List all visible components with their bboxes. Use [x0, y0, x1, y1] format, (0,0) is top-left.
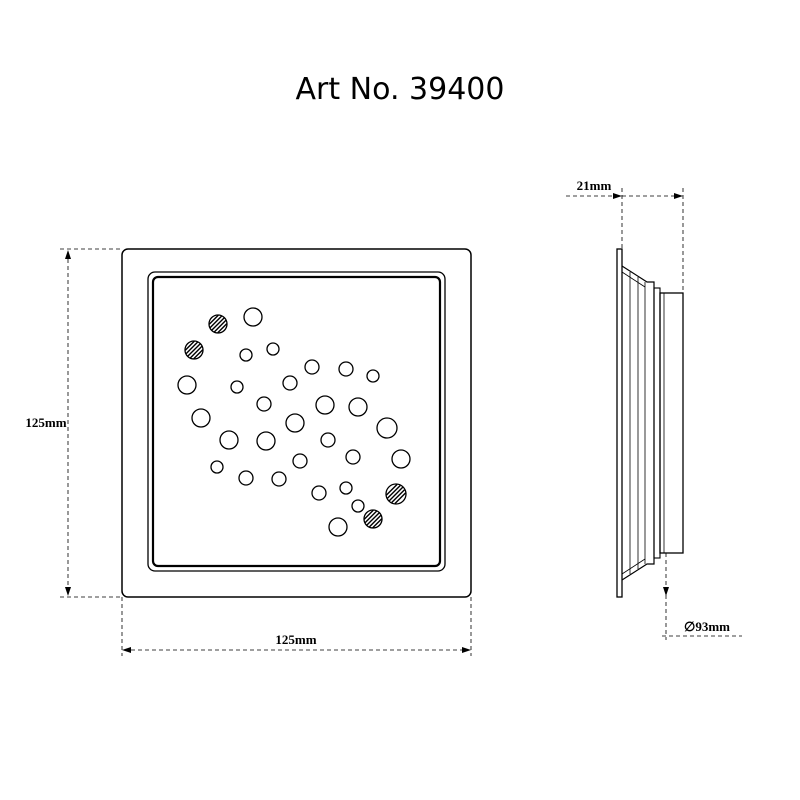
screw-hatch	[385, 483, 398, 496]
drain-hole	[311, 485, 327, 501]
screw-hatch	[366, 512, 380, 526]
drain-hole	[239, 348, 253, 362]
page-title: Art No. 39400	[295, 72, 505, 107]
screw-hatch	[193, 349, 204, 360]
drain-hole	[292, 453, 308, 469]
drain-hole	[366, 369, 380, 383]
screw-hatch	[372, 518, 383, 529]
outer-plate	[121, 248, 472, 598]
drain-hole	[271, 471, 287, 487]
drain-hole	[320, 432, 336, 448]
drain-hole	[345, 449, 361, 465]
drain-hole	[351, 499, 365, 513]
drain-holes	[177, 307, 411, 537]
drain-hole	[210, 460, 224, 474]
screw-hatch	[211, 317, 225, 331]
screw-hatch	[388, 486, 404, 502]
drain-hole	[285, 413, 305, 433]
drain-hole	[315, 395, 335, 415]
side-view	[616, 248, 684, 598]
drain-hole	[243, 307, 263, 327]
drain-hole	[238, 470, 254, 486]
height-arrow-bottom	[65, 587, 71, 596]
drain-hole	[391, 449, 411, 469]
drain-hole	[177, 375, 197, 395]
drain-hole	[338, 361, 354, 377]
screw-hatch	[217, 323, 228, 334]
width-arrow-left	[122, 647, 131, 653]
drain-hole	[219, 430, 239, 450]
depth-arrow-left	[613, 193, 622, 199]
screw-hatch	[368, 514, 382, 528]
screw-hatch	[363, 509, 374, 520]
drain-hole	[256, 431, 276, 451]
width-label: 125mm	[275, 632, 316, 647]
diameter-arrow	[663, 587, 669, 596]
drain-hole	[376, 417, 398, 439]
drain-hole	[304, 359, 320, 375]
drain-hole	[339, 481, 353, 495]
screw-hatch	[185, 341, 199, 355]
inner-panel-outer	[147, 271, 446, 572]
depth-label: 21mm	[577, 178, 612, 193]
screw-hatch	[386, 484, 401, 499]
drain-hole	[328, 517, 348, 537]
screw-hatch	[394, 492, 407, 505]
screw-hatch	[189, 345, 203, 359]
drain-hole	[282, 375, 298, 391]
drain-hole	[230, 380, 244, 394]
inner-panel-inner	[151, 275, 442, 568]
screw-hatch	[364, 510, 378, 524]
drain-hole	[256, 396, 272, 412]
screw-hatch	[208, 314, 219, 325]
screw-hatch	[391, 489, 406, 504]
diameter-label: ∅93mm	[684, 619, 730, 634]
drain-hole	[266, 342, 280, 356]
screw-hatch	[187, 343, 201, 357]
drain-hole	[191, 408, 211, 428]
screw-hatch	[213, 319, 227, 333]
height-label: 125mm	[25, 415, 66, 430]
screw-hatch	[184, 340, 195, 351]
drain-hole	[348, 397, 368, 417]
width-arrow-right	[462, 647, 471, 653]
depth-arrow-right	[674, 193, 683, 199]
height-arrow-top	[65, 250, 71, 259]
screw-hatch	[209, 315, 223, 329]
